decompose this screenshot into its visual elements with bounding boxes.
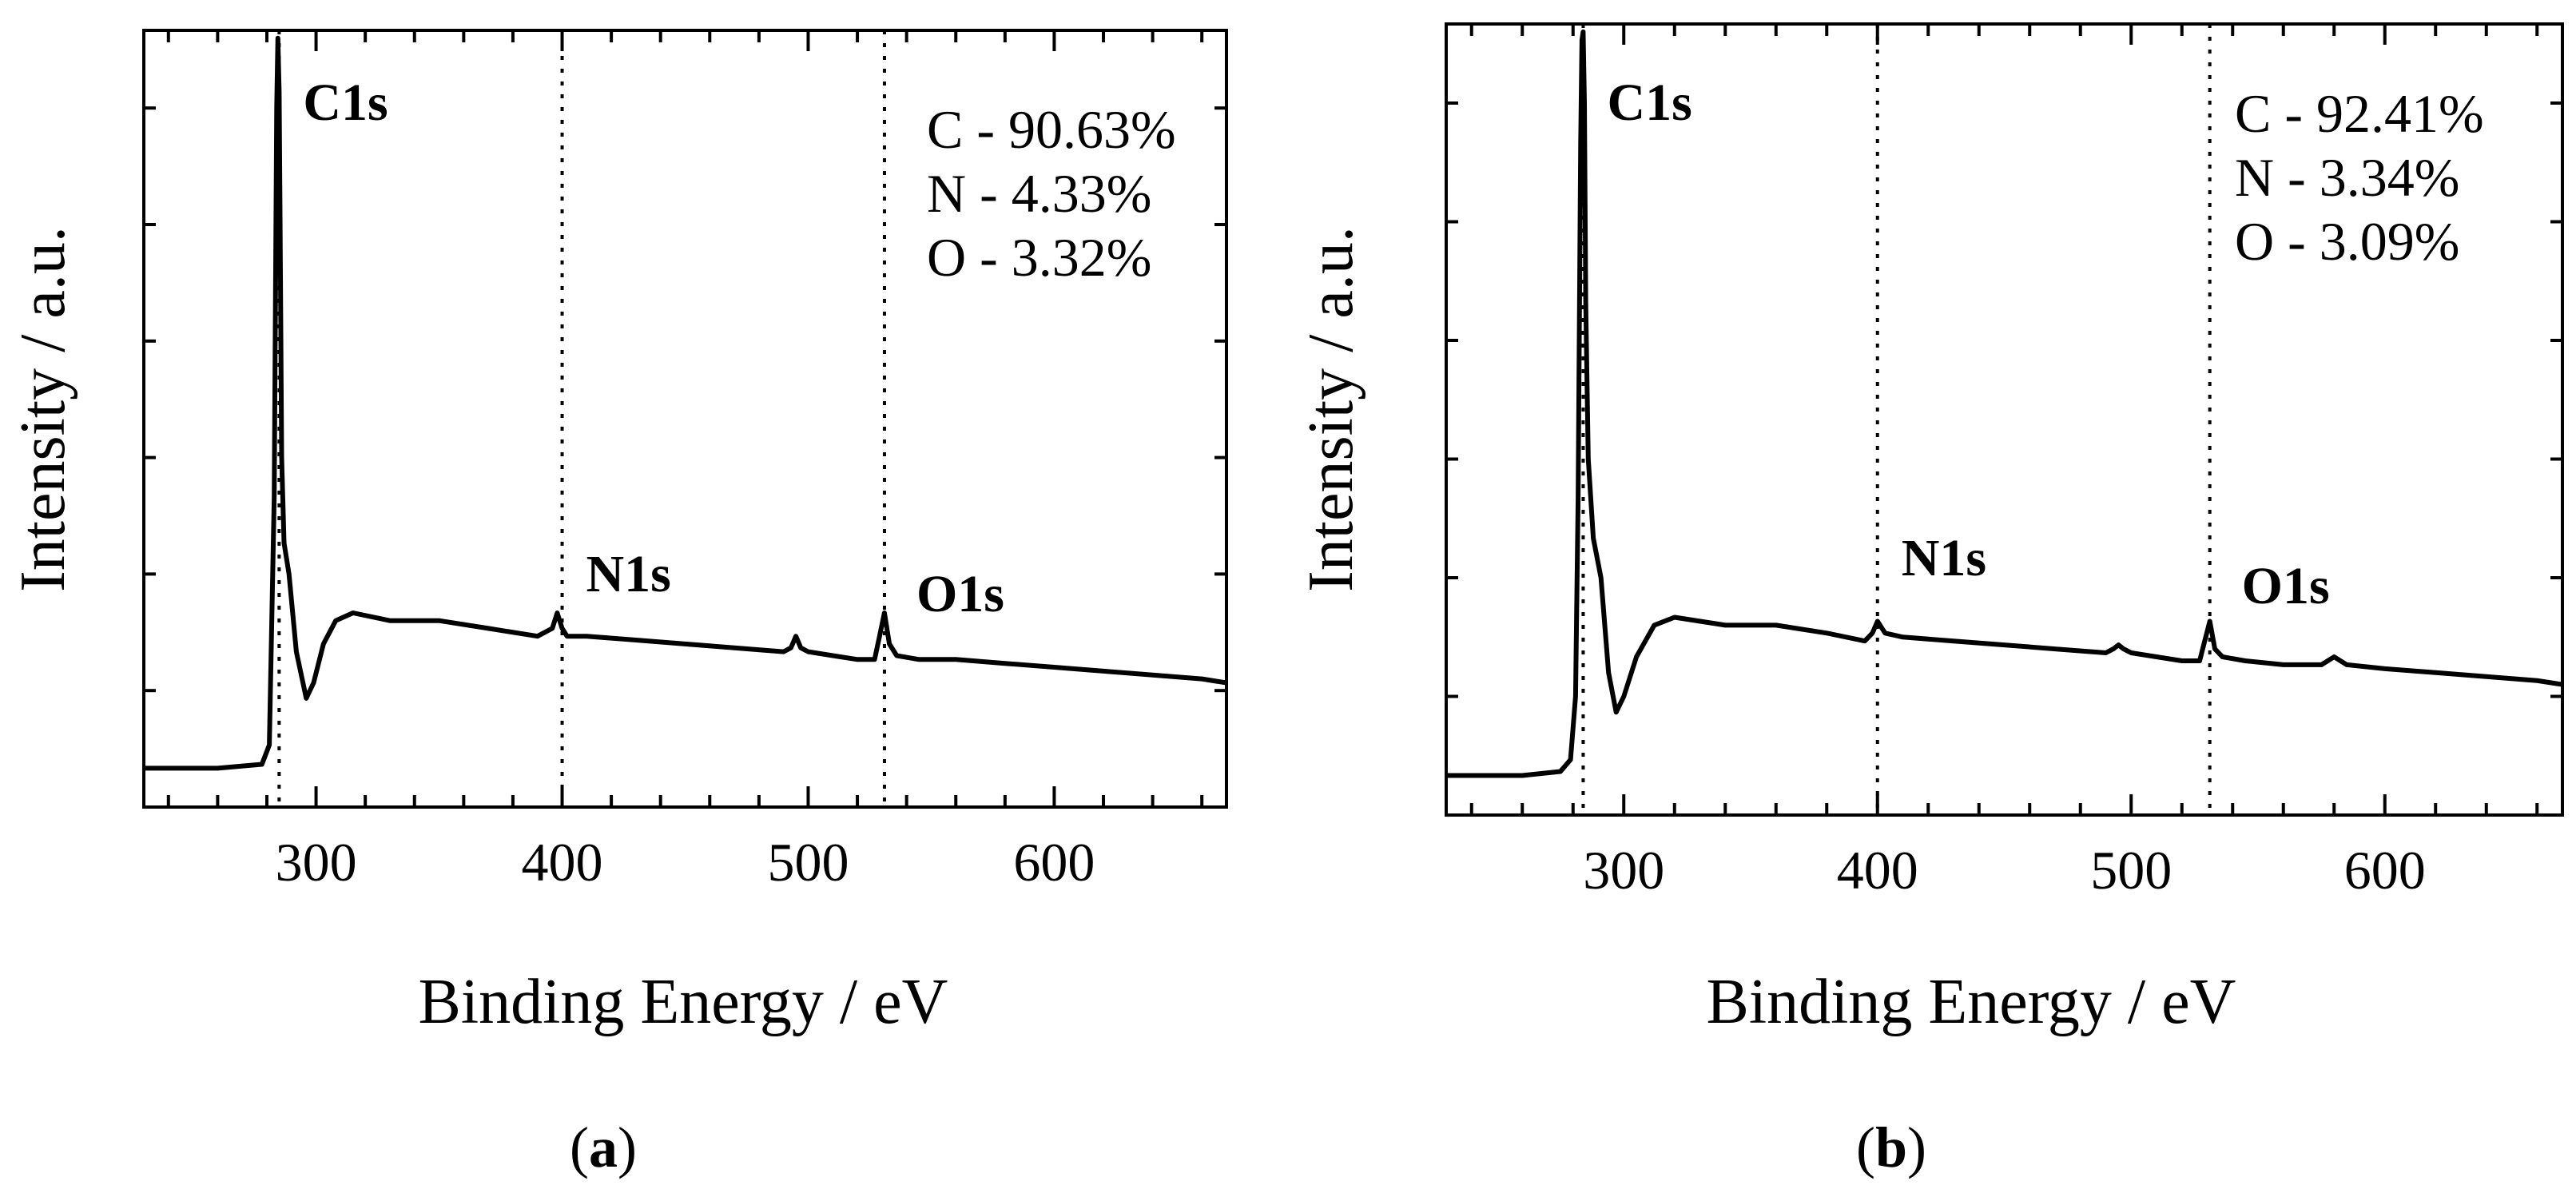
series-line-b [1446,29,2563,778]
chart-panel-a: Intensity / a.u. Binding Energy / eV 300… [8,29,1228,1179]
series-line-a [144,35,1227,771]
peak-label-c1s-a: C1s [303,74,388,132]
x-tick-label-400-b: 400 [1837,840,1918,901]
caption-letter-b: b [1874,1115,1908,1179]
peak-label-n1s-a: N1s [586,545,671,603]
x-tick-label-600-a: 600 [1013,832,1095,893]
x-tick-label-500-a: 500 [767,832,849,893]
x-tick-label-500-b: 500 [2090,840,2172,901]
caption-letter-a: a [589,1115,618,1179]
composition-label-2-b: O - 3.09% [2235,211,2459,272]
peak-label-n1s-b: N1s [1902,529,1986,587]
y-axis-label-b: Intensity / a.u. [1296,226,1366,592]
chart-b-svg: Intensity / a.u. Binding Energy / eV 300… [1296,22,2564,1037]
composition-label-2-a: O - 3.32% [927,227,1151,288]
panel-caption-b: (b) [1855,1115,1926,1179]
peak-label-o1s-b: O1s [2242,557,2330,615]
chart-a-svg: Intensity / a.u. Binding Energy / eV 300… [8,29,1228,1037]
peak-label-o1s-a: O1s [916,565,1004,623]
composition-label-1-b: N - 3.34% [2235,147,2459,208]
x-tick-label-300-a: 300 [276,832,357,893]
composition-label-0-b: C - 92.41% [2235,83,2484,144]
peak-label-c1s-b: C1s [1607,74,1691,132]
plot-frame-b [1445,22,2564,817]
chart-panel-b: Intensity / a.u. Binding Energy / eV 300… [1288,0,2576,1201]
x-tick-label-600-b: 600 [2344,840,2426,901]
y-axis-label-a: Intensity / a.u. [8,226,78,592]
composition-label-0-a: C - 90.63% [927,99,1176,160]
x-axis-label-a: Binding Energy / eV [419,967,948,1037]
x-tick-label-300-b: 300 [1583,840,1664,901]
x-tick-label-400-a: 400 [522,832,603,893]
plot-frame-a [142,29,1228,809]
composition-label-1-a: N - 4.33% [927,163,1151,224]
x-axis-label-b: Binding Energy / eV [1707,967,2236,1037]
panel-caption-a: (a) [570,1115,637,1179]
